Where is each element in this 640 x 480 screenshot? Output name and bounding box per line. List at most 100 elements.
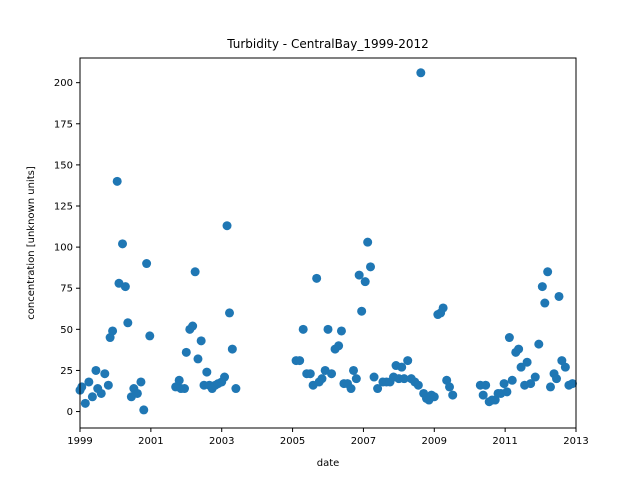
data-point	[543, 267, 553, 277]
x-tick-label: 2009	[422, 436, 447, 447]
data-point	[225, 308, 235, 318]
data-point	[397, 362, 407, 372]
data-point	[298, 324, 308, 334]
data-point	[112, 176, 122, 186]
data-point	[108, 326, 118, 336]
data-point	[91, 365, 101, 375]
data-point	[429, 392, 439, 402]
data-point	[522, 357, 532, 367]
data-point	[145, 331, 155, 341]
data-point	[349, 365, 359, 375]
data-point	[136, 377, 146, 387]
y-tick-label: 125	[54, 202, 73, 213]
data-point	[540, 298, 550, 308]
y-tick-label: 175	[54, 119, 73, 130]
data-point	[336, 326, 346, 336]
y-tick-label: 150	[54, 160, 73, 171]
data-point	[351, 374, 361, 384]
data-point	[84, 377, 94, 387]
data-point	[190, 267, 200, 277]
data-point	[120, 282, 130, 292]
x-tick-label: 2007	[351, 436, 376, 447]
data-point	[174, 375, 184, 385]
data-point	[100, 369, 110, 379]
data-point	[346, 384, 356, 394]
data-point	[193, 354, 203, 364]
data-point	[567, 379, 577, 389]
data-point	[103, 380, 113, 390]
data-point	[132, 388, 142, 398]
data-point	[180, 384, 190, 394]
data-point	[231, 384, 241, 394]
y-tick-label: 75	[60, 284, 73, 295]
data-point	[227, 344, 237, 354]
x-axis-label: date	[317, 458, 340, 469]
data-point	[334, 341, 344, 351]
data-point	[373, 384, 383, 394]
data-point	[557, 356, 567, 366]
data-point	[413, 380, 423, 390]
x-tick-label: 2003	[209, 436, 234, 447]
data-point	[139, 405, 149, 415]
data-point	[416, 68, 426, 78]
data-point	[502, 387, 512, 397]
x-tick-label: 2001	[138, 436, 163, 447]
x-tick-label: 2011	[492, 436, 517, 447]
y-tick-label: 25	[60, 366, 73, 377]
data-point	[220, 372, 230, 382]
data-point	[478, 390, 488, 400]
data-point	[96, 388, 106, 398]
data-point	[560, 362, 570, 372]
data-point	[448, 390, 458, 400]
data-point	[317, 374, 327, 384]
chart-title: Turbidity - CentralBay_1999-2012	[226, 37, 429, 51]
data-point	[222, 221, 232, 231]
data-point	[87, 392, 97, 402]
data-point	[445, 382, 455, 392]
data-point	[504, 333, 514, 343]
data-point	[481, 380, 491, 390]
data-point	[537, 282, 547, 292]
data-point	[360, 277, 370, 287]
data-point	[196, 336, 206, 346]
data-point	[327, 369, 337, 379]
y-axis-label: concentration [unknown units]	[26, 166, 37, 320]
data-point	[369, 372, 379, 382]
data-point	[295, 356, 305, 366]
data-point	[80, 398, 90, 408]
data-point	[554, 291, 564, 301]
data-point	[123, 318, 133, 328]
data-point	[312, 273, 322, 283]
data-point	[514, 344, 524, 354]
data-point	[142, 259, 152, 269]
x-tick-label: 2005	[280, 436, 305, 447]
x-axis-ticks: 1999 2001 2003 2005 2007 2009 2011 2013	[67, 428, 589, 447]
data-point	[357, 306, 367, 316]
data-point	[354, 270, 364, 280]
data-point	[118, 239, 128, 249]
data-point	[516, 362, 526, 372]
x-tick-label: 2013	[563, 436, 588, 447]
data-point	[188, 321, 198, 331]
data-point	[399, 374, 409, 384]
data-point	[552, 374, 562, 384]
x-tick-label: 1999	[67, 436, 92, 447]
y-tick-label: 0	[67, 407, 73, 418]
plot-frame	[79, 57, 577, 429]
y-tick-label: 200	[54, 78, 73, 89]
data-point	[438, 303, 448, 313]
data-point	[363, 237, 373, 247]
data-point	[499, 379, 509, 389]
data-point	[323, 324, 333, 334]
y-axis-ticks: 0 25 50 75 100 125 150 175 200	[54, 78, 80, 418]
data-point	[507, 375, 517, 385]
data-point	[181, 347, 191, 357]
y-tick-label: 50	[60, 325, 73, 336]
data-point	[526, 379, 536, 389]
data-point	[530, 372, 540, 382]
data-point	[366, 262, 376, 272]
data-point	[202, 367, 212, 377]
data-points	[75, 68, 577, 415]
